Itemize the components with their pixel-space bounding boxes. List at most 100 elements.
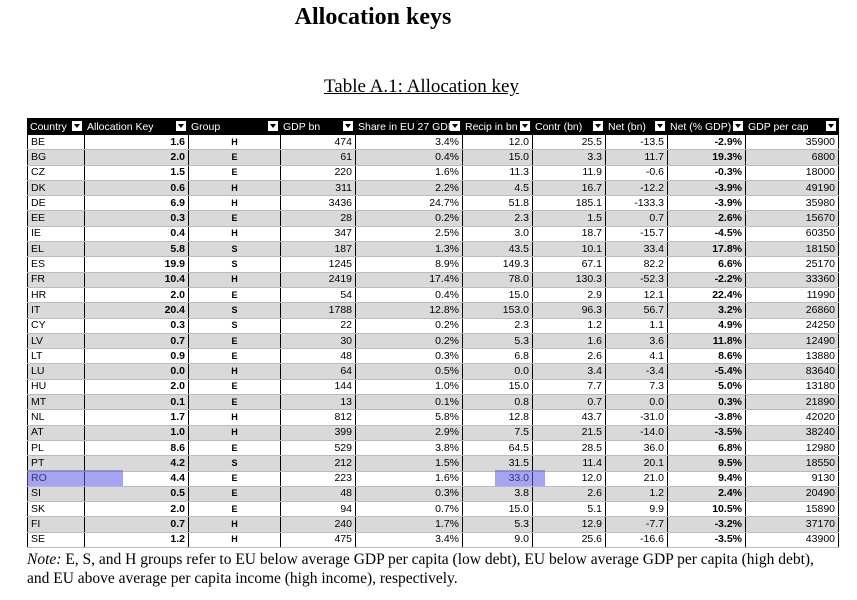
table-cell: MT — [27, 394, 85, 411]
table-row: EE 0.3 E 28 0.2% 2.3 1.5 0.7 2.6% 15670 — [27, 210, 839, 227]
filter-button[interactable] — [826, 121, 836, 131]
table-cell: EE — [27, 210, 85, 227]
header-text: GDP per cap — [748, 120, 809, 133]
table-cell: 6800 — [745, 149, 839, 166]
table-cell: 3.3 — [532, 149, 606, 166]
table-cell: 20.4 — [84, 302, 189, 319]
table-cell: H — [188, 272, 281, 288]
column-header: Net (% GDP) — [667, 118, 746, 135]
table-cell: 399 — [280, 425, 356, 441]
table-cell: 38240 — [745, 425, 839, 441]
table-cell: E — [188, 379, 281, 396]
table-cell: 5.8 — [84, 241, 189, 258]
table-cell: 5.3 — [462, 333, 533, 350]
table-cell: 9130 — [745, 471, 839, 487]
table-cell: HR — [27, 287, 85, 304]
table-cell: 130.3 — [532, 272, 606, 288]
table-cell: 12.9 — [532, 516, 606, 533]
table-cell: H — [188, 532, 281, 549]
table-cell: H — [188, 363, 281, 380]
table-cell: 0.0 — [462, 363, 533, 380]
table-cell: 812 — [280, 409, 356, 426]
filter-button[interactable] — [268, 121, 278, 131]
table-cell: 22 — [280, 318, 356, 334]
table-cell: -13.5 — [605, 134, 668, 151]
header-text: Contr (bn) — [535, 120, 583, 133]
table-cell: 82.2 — [605, 256, 668, 273]
table-row: LV 0.7 E 30 0.2% 5.3 1.6 3.6 11.8% 12490 — [27, 333, 839, 350]
table-cell: 18000 — [745, 165, 839, 181]
filter-button[interactable] — [733, 121, 743, 131]
table-cell: 2.0 — [84, 149, 189, 166]
table-cell: 19.9 — [84, 256, 189, 273]
table-cell: E — [188, 394, 281, 411]
filter-button[interactable] — [176, 121, 186, 131]
table-cell: 2.0 — [84, 287, 189, 304]
table-cell: 1.2 — [532, 318, 606, 334]
table-row: SI 0.5 E 48 0.3% 3.8 2.6 1.2 2.4% 20490 — [27, 486, 839, 503]
table-cell: 33.4 — [605, 241, 668, 258]
table-row: SK 2.0 E 94 0.7% 15.0 5.1 9.9 10.5% 15890 — [27, 501, 839, 518]
filter-button[interactable] — [343, 121, 353, 131]
table-cell: 347 — [280, 226, 356, 243]
table-cell: 11.4 — [532, 455, 606, 472]
table-cell: 3.4% — [355, 134, 463, 151]
table-cell: FI — [27, 516, 85, 533]
table-cell: 3436 — [280, 195, 356, 212]
table-cell: 0.2% — [355, 333, 463, 350]
table-cell: 11.8% — [667, 333, 746, 350]
table-cell: -3.9% — [667, 180, 746, 197]
table-cell: -5.4% — [667, 363, 746, 380]
table-cell: 0.4 — [84, 226, 189, 243]
header-text: Recip in bn — [465, 120, 518, 133]
table-cell: 0.9 — [84, 348, 189, 365]
table-row: MT 0.1 E 13 0.1% 0.8 0.7 0.0 0.3% 21890 — [27, 394, 839, 411]
table-cell: 28 — [280, 210, 356, 227]
table-cell: S — [188, 318, 281, 334]
filter-button[interactable] — [450, 121, 460, 131]
table-row: FR 10.4 H 2419 17.4% 78.0 130.3 -52.3 -2.2% 33360 — [27, 272, 839, 288]
table-cell: 1788 — [280, 302, 356, 319]
table-cell: -7.7 — [605, 516, 668, 533]
table-cell: 0.2% — [355, 210, 463, 227]
table-cell: SI — [27, 486, 85, 503]
table-cell: E — [188, 165, 281, 181]
table-cell: 0.7 — [84, 516, 189, 533]
table-cell: 529 — [280, 440, 356, 457]
filter-button[interactable] — [593, 121, 603, 131]
table-cell: 22.4% — [667, 287, 746, 304]
table-cell: 6.8% — [667, 440, 746, 457]
filter-button[interactable] — [655, 121, 665, 131]
table-cell: 1.3% — [355, 241, 463, 258]
table-cell: 20490 — [745, 486, 839, 503]
table-cell: AT — [27, 425, 85, 441]
table-cell: SK — [27, 501, 85, 518]
table-cell: 25170 — [745, 256, 839, 273]
table-cell: PL — [27, 440, 85, 457]
table-cell: 30 — [280, 333, 356, 350]
table-cell: 9.0 — [462, 532, 533, 549]
table-cell: -133.3 — [605, 195, 668, 212]
table-cell: H — [188, 180, 281, 197]
header-text: Allocation Key — [87, 120, 154, 133]
table-cell: 9.5% — [667, 455, 746, 472]
table-cell: 0.3 — [84, 210, 189, 227]
column-header: Net (bn) — [605, 118, 668, 135]
filter-button[interactable] — [72, 121, 82, 131]
table-cell: H — [188, 516, 281, 533]
table-cell: 10.5% — [667, 501, 746, 518]
table-cell: 0.3% — [355, 486, 463, 503]
table-cell: 2.9 — [532, 287, 606, 304]
table-cell: -2.9% — [667, 134, 746, 151]
filter-button[interactable] — [520, 121, 530, 131]
table-cell: 3.8 — [462, 486, 533, 503]
table-cell: 13880 — [745, 348, 839, 365]
table-cell: 4.9% — [667, 318, 746, 334]
table-cell: 6.8 — [462, 348, 533, 365]
table-cell: E — [188, 333, 281, 350]
title: Allocation keys — [294, 4, 452, 30]
table-cell: 8.6% — [667, 348, 746, 365]
table-cell: 2.6 — [532, 486, 606, 503]
table-cell: 33360 — [745, 272, 839, 288]
